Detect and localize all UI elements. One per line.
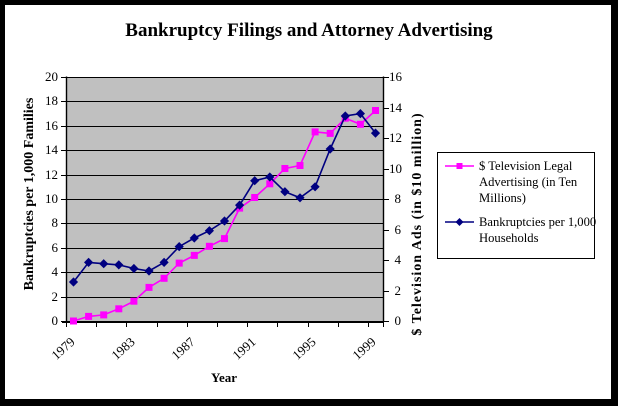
left-axis-tick-label: 16: [45, 118, 58, 133]
legend: $ Television Legal Advertising (in Ten M…: [437, 152, 596, 259]
right-axis-tick-label: 0: [394, 313, 402, 328]
right-axis-tick-label: 12: [389, 130, 402, 145]
data-point-marker: [281, 165, 289, 172]
left-axis-tick-label: 12: [45, 167, 58, 182]
data-point-marker: [266, 180, 274, 188]
left-axis-tick-label: 2: [51, 289, 59, 304]
data-point-marker: [251, 194, 259, 201]
left-axis-tick-label: 18: [45, 93, 58, 108]
data-point-marker: [235, 200, 245, 210]
data-point-marker: [159, 257, 169, 267]
data-point-marker: [174, 242, 184, 252]
right-axis-tick-label: 2: [394, 283, 402, 298]
data-point-marker: [204, 226, 214, 236]
right-axis-tick-label: 10: [389, 161, 402, 176]
right-axis-tick-label: 16: [389, 69, 402, 84]
data-point-marker: [85, 312, 93, 320]
left-axis-tick-label: 20: [45, 69, 58, 84]
legend-entry-bankruptcies: Bankruptcies per 1,000 Households: [438, 214, 596, 246]
data-point-marker: [250, 176, 260, 186]
data-point-marker: [160, 274, 168, 282]
data-point-marker: [372, 107, 379, 114]
data-point-marker: [340, 111, 350, 121]
data-point-marker: [84, 257, 94, 267]
data-point-marker: [144, 266, 154, 276]
data-point-marker: [296, 162, 304, 169]
data-point-marker: [356, 120, 364, 128]
left-axis-tick-label: 6: [51, 240, 59, 255]
chart-title: Bankruptcy Filings and Attorney Advertis…: [125, 20, 493, 41]
data-point-marker: [190, 251, 198, 259]
data-point-marker: [325, 144, 335, 154]
legend-label: Bankruptcies per 1,000 Households: [479, 215, 597, 245]
data-point-marker: [326, 129, 334, 137]
left-axis-tick-label: 14: [45, 142, 58, 157]
data-point-marker: [130, 297, 138, 305]
right-axis-tick-label: 6: [394, 222, 402, 237]
data-point-marker: [310, 182, 320, 192]
data-point-marker: [189, 233, 199, 243]
legend-label: $ Television Legal Advertising (in Ten M…: [479, 159, 578, 205]
data-point-marker: [265, 172, 275, 182]
data-point-marker: [205, 242, 213, 250]
right-axis-tick-label: 8: [394, 191, 402, 206]
left-axis-tick-label: 8: [51, 215, 59, 230]
right-axis-tick-label: 4: [394, 252, 402, 267]
left-axis-tick-label: 4: [51, 264, 59, 279]
data-point-marker: [280, 187, 290, 197]
data-point-marker: [115, 305, 123, 313]
left-axis-tick-label: 10: [45, 191, 58, 206]
data-point-marker: [114, 260, 124, 270]
x-axis-title: Year: [211, 370, 237, 385]
data-point-marker: [221, 235, 228, 243]
right-axis-tick-label: 14: [389, 100, 402, 115]
data-point-marker: [175, 259, 183, 267]
legend-marker-diamond-icon: [445, 218, 474, 226]
data-point-marker: [145, 283, 153, 291]
data-point-marker: [219, 216, 230, 226]
data-point-marker: [370, 128, 381, 138]
data-point-marker: [70, 317, 77, 325]
right-axis-title: $ Television Ads (in $10 million): [410, 112, 425, 336]
legend-entry-tv-advertising: $ Television Legal Advertising (in Ten M…: [438, 158, 594, 206]
legend-marker-square-icon: [445, 163, 474, 169]
data-point-marker: [100, 311, 108, 319]
data-point-marker: [311, 128, 319, 136]
data-point-marker: [68, 277, 79, 287]
data-point-marker: [99, 259, 109, 269]
left-axis-tick-label: 0: [51, 313, 59, 328]
data-point-marker: [129, 263, 139, 274]
data-point-marker: [295, 193, 305, 203]
data-point-marker: [355, 109, 365, 119]
